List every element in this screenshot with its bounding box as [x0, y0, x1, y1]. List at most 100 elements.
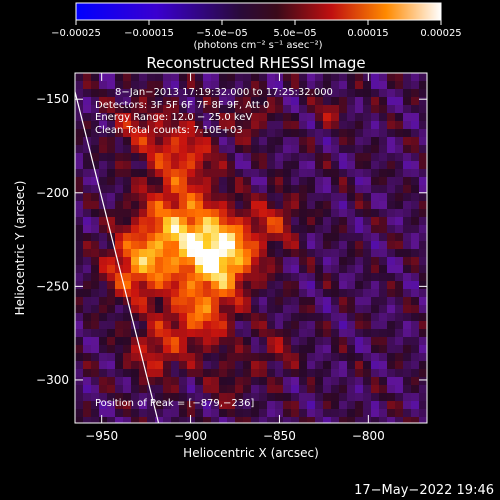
heatmap-cell	[307, 89, 316, 98]
heatmap-cell	[187, 177, 196, 186]
heatmap-cell	[267, 385, 276, 394]
heatmap-cell	[243, 313, 252, 322]
heatmap-cell	[147, 337, 156, 346]
heatmap-cell	[187, 81, 196, 90]
heatmap-cell	[179, 409, 188, 418]
heatmap-cell	[187, 305, 196, 314]
heatmap-cell	[243, 369, 252, 378]
heatmap-cell	[267, 241, 276, 250]
heatmap-cell	[251, 217, 260, 226]
heatmap-cell	[379, 369, 388, 378]
heatmap-cell	[147, 353, 156, 362]
heatmap-cell	[371, 313, 380, 322]
heatmap-cell	[131, 209, 140, 218]
heatmap-cell	[115, 321, 124, 330]
heatmap-cell	[107, 169, 116, 178]
heatmap-cell	[307, 273, 316, 282]
heatmap-cell	[403, 121, 412, 130]
heatmap-cell	[123, 121, 132, 130]
heatmap-cell	[163, 177, 172, 186]
heatmap-cell	[379, 385, 388, 394]
heatmap-cell	[371, 89, 380, 98]
heatmap-cell	[91, 121, 100, 130]
heatmap-cell	[227, 81, 236, 90]
heatmap-cell	[243, 225, 252, 234]
heatmap-cell	[299, 81, 308, 90]
heatmap-cell	[379, 241, 388, 250]
heatmap-cell	[259, 241, 268, 250]
heatmap-cell	[203, 89, 212, 98]
heatmap-cell	[387, 137, 396, 146]
heatmap-cell	[203, 113, 212, 122]
heatmap-cell	[331, 273, 340, 282]
heatmap-cell	[243, 297, 252, 306]
heatmap-cell	[235, 265, 244, 274]
heatmap-cell	[411, 105, 420, 114]
heatmap-cell	[187, 113, 196, 122]
heatmap-cell	[347, 81, 356, 90]
heatmap-cell	[363, 369, 372, 378]
heatmap-cell	[395, 417, 404, 423]
heatmap-cell	[107, 97, 116, 106]
heatmap-cell	[363, 401, 372, 410]
heatmap-cell	[267, 105, 276, 114]
heatmap-cell	[163, 417, 172, 423]
heatmap-cell	[387, 121, 396, 130]
heatmap-cell	[411, 89, 420, 98]
heatmap-cell	[139, 385, 148, 394]
heatmap-cell	[283, 209, 292, 218]
heatmap-cell	[267, 121, 276, 130]
heatmap-cell	[171, 209, 180, 218]
heatmap-cell	[347, 73, 356, 82]
heatmap-cell	[235, 185, 244, 194]
heatmap-cell	[155, 225, 164, 234]
heatmap-cell	[355, 345, 364, 354]
heatmap-cell	[259, 361, 268, 370]
heatmap-cell	[171, 345, 180, 354]
heatmap-cell	[315, 185, 324, 194]
heatmap-cell	[171, 161, 180, 170]
heatmap-cell	[419, 329, 427, 338]
heatmap-cell	[363, 97, 372, 106]
heatmap-cell	[187, 89, 196, 98]
heatmap-cell	[171, 289, 180, 298]
heatmap-cell	[251, 281, 260, 290]
heatmap-cell	[355, 281, 364, 290]
heatmap-cell	[91, 321, 100, 330]
heatmap-cell	[243, 409, 252, 418]
heatmap-cell	[227, 73, 236, 82]
heatmap-cell	[131, 265, 140, 274]
heatmap-cell	[339, 417, 348, 423]
heatmap-cell	[187, 369, 196, 378]
heatmap-cell	[347, 337, 356, 346]
heatmap-cell	[347, 329, 356, 338]
heatmap-cell	[331, 217, 340, 226]
heatmap-cell	[299, 361, 308, 370]
heatmap-cell	[163, 305, 172, 314]
heatmap-cell	[251, 265, 260, 274]
heatmap-cell	[83, 329, 92, 338]
heatmap-cell	[131, 249, 140, 258]
heatmap-cell	[179, 249, 188, 258]
heatmap-cell	[243, 361, 252, 370]
heatmap-cell	[91, 137, 100, 146]
heatmap-cell	[307, 225, 316, 234]
heatmap-cell	[179, 361, 188, 370]
heatmap-cell	[395, 201, 404, 210]
heatmap-cell	[323, 353, 332, 362]
heatmap-cell	[283, 129, 292, 138]
heatmap-cell	[123, 145, 132, 154]
heatmap-cell	[171, 369, 180, 378]
heatmap-cell	[299, 241, 308, 250]
heatmap-cell	[299, 369, 308, 378]
heatmap-cell	[227, 233, 236, 242]
heatmap-cell	[75, 353, 84, 362]
heatmap-cell	[403, 305, 412, 314]
heatmap-cell	[179, 305, 188, 314]
heatmap-cell	[163, 153, 172, 162]
heatmap-cell	[99, 169, 108, 178]
heatmap-cell	[219, 233, 228, 242]
heatmap-cell	[179, 321, 188, 330]
heatmap-cell	[123, 81, 132, 90]
